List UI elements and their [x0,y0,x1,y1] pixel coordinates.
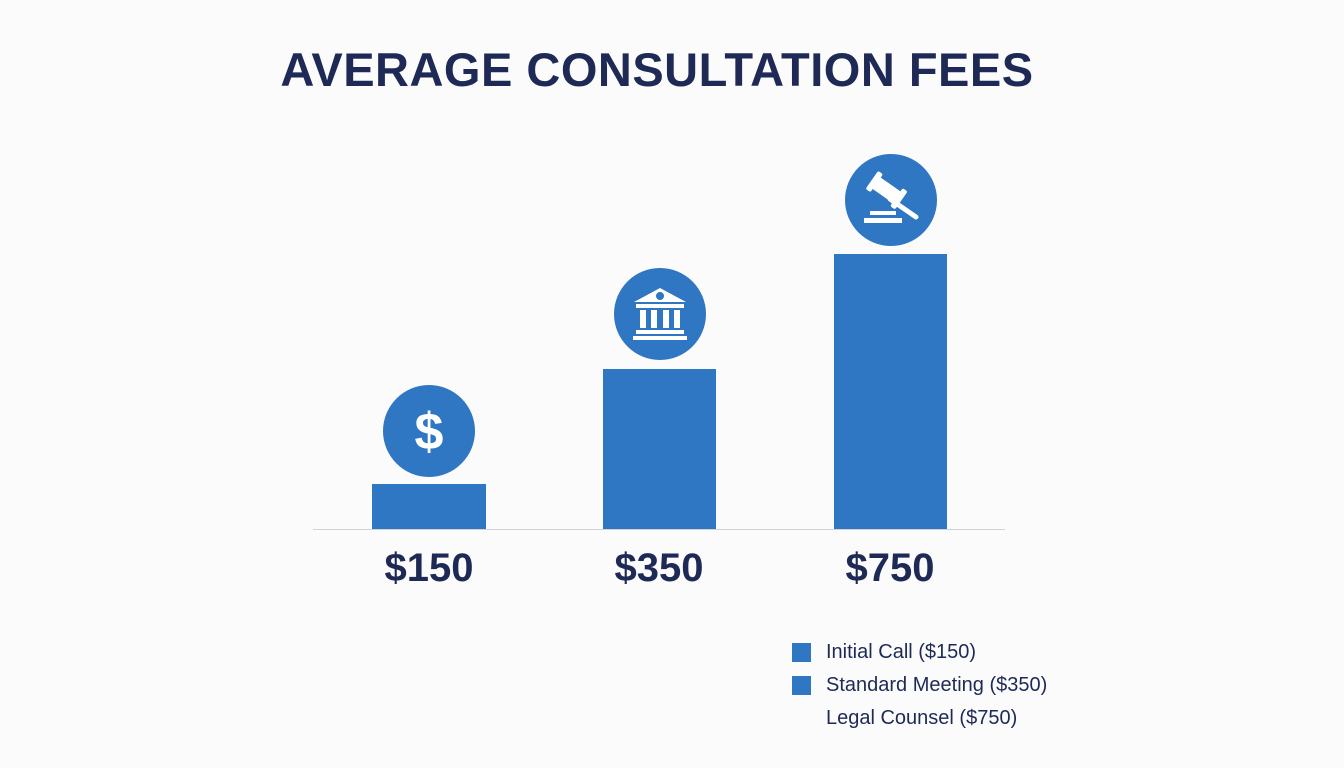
legend-item: Standard Meeting ($350) [792,669,1047,702]
legend-label: Initial Call ($150) [826,641,977,663]
dollar-icon: $ [383,385,475,477]
bar-standard-meeting [603,369,716,529]
value-label: $350 [614,546,704,590]
bar-initial-call [372,484,486,529]
legend-swatch [792,643,811,662]
x-axis-line [313,529,1005,530]
gavel-icon [845,154,937,246]
legend-item: Legal Counsel ($750) [792,702,1047,735]
svg-text:$: $ [415,403,444,461]
legend-item: Initial Call ($150) [792,636,1047,669]
legend-swatch [792,676,811,695]
legend-label: Standard Meeting ($350) [826,674,1048,696]
legend: Initial Call ($150) Standard Meeting ($3… [792,636,1047,735]
bar-legal-counsel [834,254,947,529]
legend-swatch-empty [792,709,811,728]
value-label: $150 [384,546,474,590]
legend-label: Legal Counsel ($750) [826,707,1018,729]
value-label: $750 [845,546,935,590]
bank-icon [614,268,706,360]
chart-title: AVERAGE CONSULTATION FEES [280,43,1034,96]
